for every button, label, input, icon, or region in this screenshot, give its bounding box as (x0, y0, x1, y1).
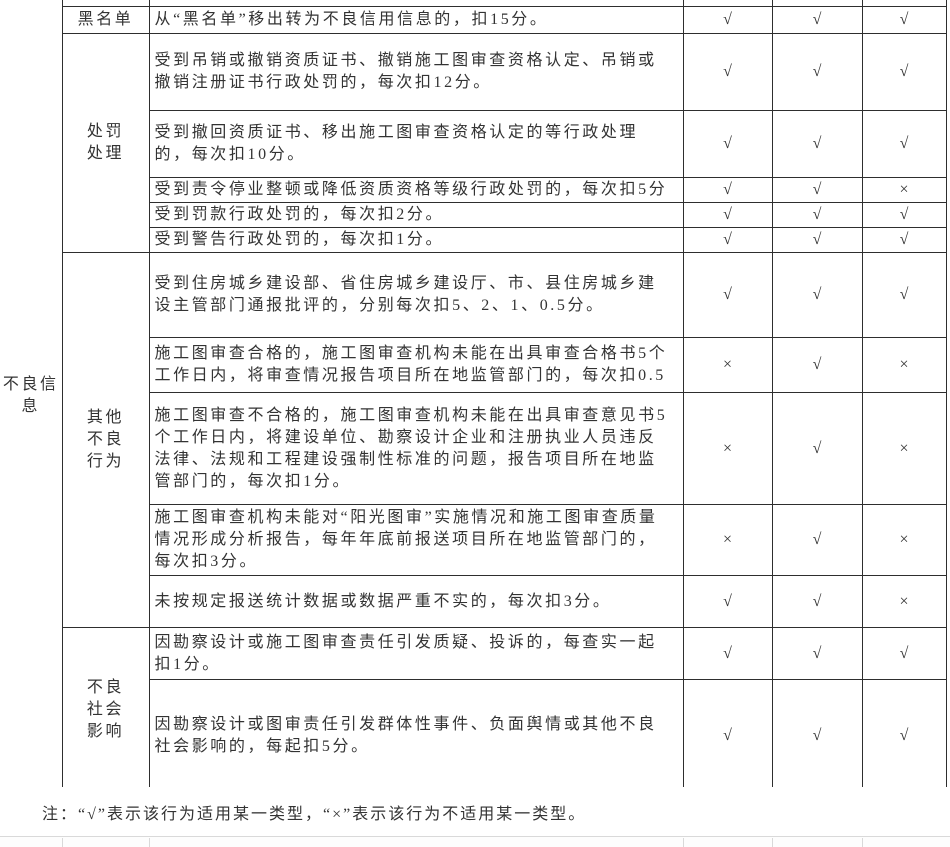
table-row: 不良 社会 影响 因勘察设计或施工图审查责任引发质疑、投诉的，每查实一起扣1分。 √ √ √ (0, 627, 947, 793)
applicability-mark-cell: × (682, 337, 773, 393)
behavior-text-cell: 因勘察设计或施工图审查责任引发质疑、投诉的，每查实一起扣1分。 (148, 627, 684, 680)
applicability-mark-cell: × (682, 504, 773, 576)
applicability-mark-cell: √ (861, 6, 947, 34)
applicability-mark-cell: √ (771, 392, 863, 505)
table-row: 受到罚款行政处罚的，每次扣2分。 √ √ √ (0, 202, 947, 228)
behavior-text-cell: 受到住房城乡建设部、省住房城乡建设厅、市、县住房城乡建设主管部门通报批评的，分别… (148, 252, 684, 338)
applicability-mark-cell: √ (771, 227, 863, 253)
ghost-gridline (862, 838, 863, 847)
behavior-text-cell: 从“黑名单”移出转为不良信用信息的，扣15分。 (148, 6, 684, 34)
applicability-mark-cell: × (861, 504, 947, 576)
ghost-gridline (683, 838, 684, 847)
clipped-top-row: 不良信息 (0, 0, 947, 793)
credit-penalty-table: 不良信息黑名单 从“黑名单”移出转为不良信用信息的，扣15分。 √ √ √ 处罚 处理 受到吊… (0, 0, 947, 794)
behavior-text-cell: 施工图审查机构未能对“阳光图审”实施情况和施工图审查质量情况形成分析报告，每年年… (148, 504, 684, 576)
behavior-text-cell: 受到罚款行政处罚的，每次扣2分。 (148, 202, 684, 228)
applicability-mark-cell: √ (682, 252, 773, 338)
applicability-mark-cell: √ (682, 110, 773, 178)
applicability-mark-cell: √ (682, 575, 773, 628)
applicability-mark-cell: √ (861, 33, 947, 111)
applicability-mark-cell: √ (682, 679, 773, 793)
applicability-mark-cell: √ (771, 679, 863, 793)
applicability-mark-cell: √ (771, 575, 863, 628)
table-row: 其他 不良 行为 受到住房城乡建设部、省住房城乡建设厅、市、县住房城乡建设主管部门通报… (0, 252, 947, 628)
table-row: 受到责令停业整顿或降低资质资格等级行政处罚的，每次扣5分 √ √ × (0, 177, 947, 203)
applicability-mark-cell: √ (861, 202, 947, 228)
table-row: 因勘察设计或图审责任引发群体性事件、负面舆情或其他不良社会影响的，每起扣5分。 √… (0, 679, 947, 793)
applicability-mark-cell: √ (682, 627, 773, 680)
behavior-text-cell: 受到吊销或撤销资质证书、撤销施工图审查资格认定、吊销或撤销注册证书行政处罚的，每… (148, 33, 684, 111)
applicability-mark-cell: √ (682, 33, 773, 111)
applicability-mark-cell: × (861, 392, 947, 505)
table-row: 施工图审查合格的，施工图审查机构未能在出具审查合格书5个工作日内，将审查情况报告… (0, 337, 947, 393)
applicability-mark-cell: × (861, 337, 947, 393)
behavior-text-cell: 施工图审查合格的，施工图审查机构未能在出具审查合格书5个工作日内，将审查情况报告… (148, 337, 684, 393)
table-row: 未按规定报送统计数据或数据严重不实的，每次扣3分。 √ √ × (0, 575, 947, 628)
table-row: 施工图审查不合格的，施工图审查机构未能在出具审查意见书5个工作日内，将建设单位、… (0, 392, 947, 505)
category-cell: 其他 不良 行为 (61, 252, 150, 628)
table-row: 处罚 处理 受到吊销或撤销资质证书、撤销施工图审查资格认定、吊销或撤销注册证书行政处… (0, 33, 947, 253)
applicability-mark-cell: √ (771, 33, 863, 111)
ghost-gridline (772, 838, 773, 847)
behavior-text-cell: 施工图审查不合格的，施工图审查机构未能在出具审查意见书5个工作日内，将建设单位、… (148, 392, 684, 505)
ghost-gridline (62, 838, 63, 847)
table-row: 黑名单 从“黑名单”移出转为不良信用信息的，扣15分。 √ √ √ (0, 6, 947, 34)
applicability-mark-cell: √ (771, 6, 863, 34)
applicability-mark-cell: × (861, 575, 947, 628)
applicability-mark-cell: √ (861, 227, 947, 253)
applicability-mark-cell: √ (771, 110, 863, 178)
applicability-mark-cell: √ (682, 6, 773, 34)
applicability-mark-cell: √ (861, 110, 947, 178)
applicability-mark-cell: √ (861, 679, 947, 793)
footnote-row: 注：“√”表示该行为适用某一类型，“×”表示该行为不适用某一类型。 (0, 787, 950, 836)
behavior-text-cell: 因勘察设计或图审责任引发群体性事件、负面舆情或其他不良社会影响的，每起扣5分。 (148, 679, 684, 793)
footnote-text: 注：“√”表示该行为适用某一类型，“×”表示该行为不适用某一类型。 (42, 805, 587, 823)
applicability-mark-cell: √ (861, 627, 947, 680)
category-cell: 不良 社会 影响 (61, 627, 150, 793)
applicability-mark-cell: √ (682, 177, 773, 203)
applicability-mark-cell: √ (771, 337, 863, 393)
applicability-mark-cell: √ (771, 177, 863, 203)
behavior-text-cell: 受到责令停业整顿或降低资质资格等级行政处罚的，每次扣5分 (148, 177, 684, 203)
table-body: 不良信息黑名单 从“黑名单”移出转为不良信用信息的，扣15分。 √ √ √ 处罚 处理 受到吊… (0, 0, 947, 793)
table-row: 受到撤回资质证书、移出施工图审查资格认定的等行政处理的，每次扣10分。 √ √ √ (0, 110, 947, 178)
behavior-text-cell: 未按规定报送统计数据或数据严重不实的，每次扣3分。 (148, 575, 684, 628)
ghost-gridline (149, 838, 150, 847)
category-cell: 处罚 处理 (61, 33, 150, 253)
applicability-mark-cell: √ (771, 627, 863, 680)
next-row-gridlines (0, 836, 950, 847)
category-cell: 黑名单 (61, 6, 150, 34)
applicability-mark-cell: × (861, 177, 947, 203)
applicability-mark-cell: √ (771, 504, 863, 576)
applicability-mark-cell: √ (682, 202, 773, 228)
applicability-mark-cell: √ (771, 202, 863, 228)
behavior-text-cell: 受到撤回资质证书、移出施工图审查资格认定的等行政处理的，每次扣10分。 (148, 110, 684, 178)
applicability-mark-cell: √ (682, 227, 773, 253)
behavior-text-cell: 受到警告行政处罚的，每次扣1分。 (148, 227, 684, 253)
table-row: 受到警告行政处罚的，每次扣1分。 √ √ √ (0, 227, 947, 253)
applicability-mark-cell: √ (771, 252, 863, 338)
section-label-cell: 不良信息 (0, 0, 63, 793)
applicability-mark-cell: × (682, 392, 773, 505)
applicability-mark-cell: √ (861, 252, 947, 338)
table-row: 施工图审查机构未能对“阳光图审”实施情况和施工图审查质量情况形成分析报告，每年年… (0, 504, 947, 576)
